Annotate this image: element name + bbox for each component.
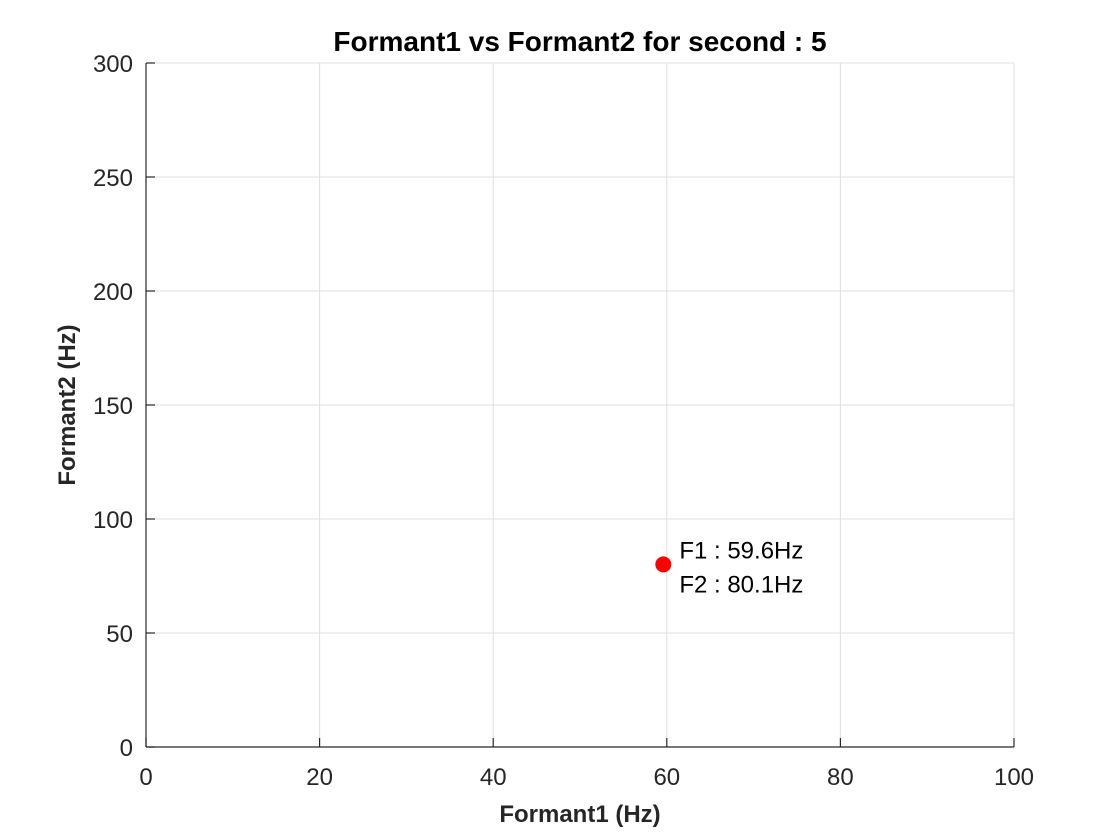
y-tick-label: 150 [93,393,133,420]
point-annotation: F2 : 80.1Hz [679,571,803,598]
x-tick-label: 20 [306,764,333,791]
x-tick-label: 80 [827,764,854,791]
y-tick-label: 0 [120,735,133,762]
point-annotation: F1 : 59.6Hz [679,537,803,564]
y-axis-label: Formant2 (Hz) [54,324,81,485]
point-annotations: F1 : 59.6Hz F2 : 80.1Hz [679,537,803,598]
y-tick-label: 300 [93,51,133,78]
y-tick-label: 50 [106,621,133,648]
data-points [655,556,672,573]
x-tick-label: 0 [139,764,152,791]
y-ticks: 0 50 100 150 200 250 300 [93,51,155,762]
x-ticks: 0 20 40 60 80 100 [139,738,1034,791]
x-tick-label: 60 [653,764,680,791]
x-tick-label: 40 [480,764,507,791]
x-axis-label: Formant1 (Hz) [499,801,660,828]
x-tick-label: 100 [994,764,1034,791]
y-tick-label: 100 [93,507,133,534]
chart-title: Formant1 vs Formant2 for second : 5 [333,26,826,57]
y-tick-label: 200 [93,279,133,306]
y-tick-label: 250 [93,165,133,192]
data-point [655,556,672,573]
